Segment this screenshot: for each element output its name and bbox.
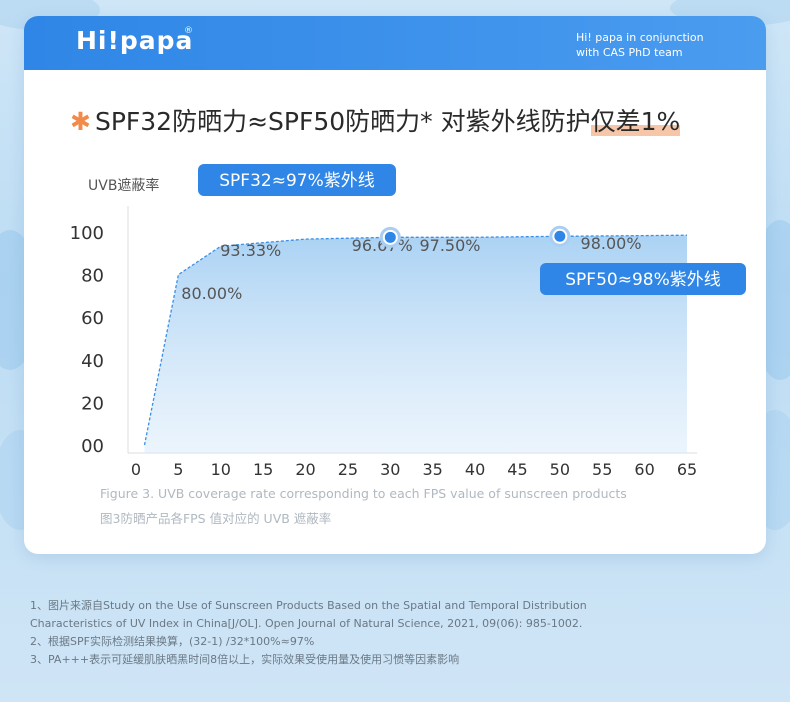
data-label: 80.00% [181, 284, 242, 303]
chart-card: Hi!papa ® Hi! papa in conjunction with C… [24, 16, 766, 554]
registered-mark: ® [184, 26, 193, 36]
data-label: 93.33% [220, 241, 281, 260]
callout-marker-dot [554, 230, 566, 242]
y-tick-label: 20 [81, 393, 104, 414]
callout-box [540, 263, 746, 295]
x-tick-label: 20 [295, 460, 315, 479]
x-tick-label: 35 [423, 460, 443, 479]
headline: ✱ SPF32防晒力≈SPF50防晒力* 对紫外线防护仅差1% [70, 102, 681, 138]
coverage-line [143, 234, 688, 446]
footnote-3: 3、PA+++表示可延缓肌肤晒黑时间8倍以上，实际效果受使用量及使用习惯等因素影… [30, 653, 460, 666]
x-tick-label: 55 [592, 460, 612, 479]
y-tick-label: 80 [81, 266, 104, 287]
header-bar: Hi!papa ® Hi! papa in conjunction with C… [24, 16, 766, 70]
x-tick-label: 15 [253, 460, 273, 479]
x-tick-label: 30 [380, 460, 400, 479]
x-tick-label: 40 [465, 460, 485, 479]
callout-marker-dot [384, 231, 396, 243]
x-tick-label: 0 [131, 460, 141, 479]
x-tick-label: 60 [634, 460, 654, 479]
y-axis-label: UVB遮蔽率 [88, 177, 159, 194]
data-label: 98.00% [581, 234, 642, 253]
x-tick-label: 10 [211, 460, 231, 479]
brand-tagline: Hi! papa in conjunction with CAS PhD tea… [576, 30, 716, 60]
y-tick-label: 100 [70, 223, 104, 244]
x-tick-label: 50 [550, 460, 570, 479]
star-icon: ✱ [70, 107, 91, 136]
y-tick-label: 00 [81, 436, 104, 457]
y-tick-label: 40 [81, 351, 104, 372]
tagline-line2: with CAS PhD team [576, 46, 683, 59]
y-tick-label: 60 [81, 308, 104, 329]
x-tick-label: 65 [677, 460, 697, 479]
caption-zh: 图3防晒产品各FPS 值对应的 UVB 遮蔽率 [100, 511, 332, 526]
headline-highlight: 仅差1% [590, 107, 681, 136]
footnotes: 1、图片来源自Study on the Use of Sunscreen Pro… [30, 597, 587, 669]
footnote-1b: Characteristics of UV Index in China[J/O… [30, 617, 583, 630]
callout-box [198, 164, 396, 196]
callout-text: SPF32≈97%紫外线 [219, 171, 374, 191]
data-label: 97.50% [419, 236, 480, 255]
headline-text: SPF32防晒力≈SPF50防晒力* 对紫外线防护 [94, 107, 591, 136]
x-tick-label: 5 [173, 460, 183, 479]
caption-en: Figure 3. UVB coverage rate correspondin… [100, 486, 627, 501]
x-tick-label: 45 [507, 460, 527, 479]
uvb-chart: UVB遮蔽率 00 20 40 60 80 100 0 5 10 15 20 25 30 35 40 45 5… [70, 164, 746, 479]
callout-text: SPF50≈98%紫外线 [565, 270, 720, 290]
brand-logo: Hi!papa [76, 26, 194, 55]
footnote-2: 2、根据SPF实际检测结果换算，(32-1) /32*100%≈97% [30, 635, 315, 648]
x-tick-label: 25 [338, 460, 358, 479]
tagline-line1: Hi! papa in conjunction [576, 31, 704, 44]
footnote-1a: 1、图片来源自Study on the Use of Sunscreen Pro… [30, 599, 587, 612]
